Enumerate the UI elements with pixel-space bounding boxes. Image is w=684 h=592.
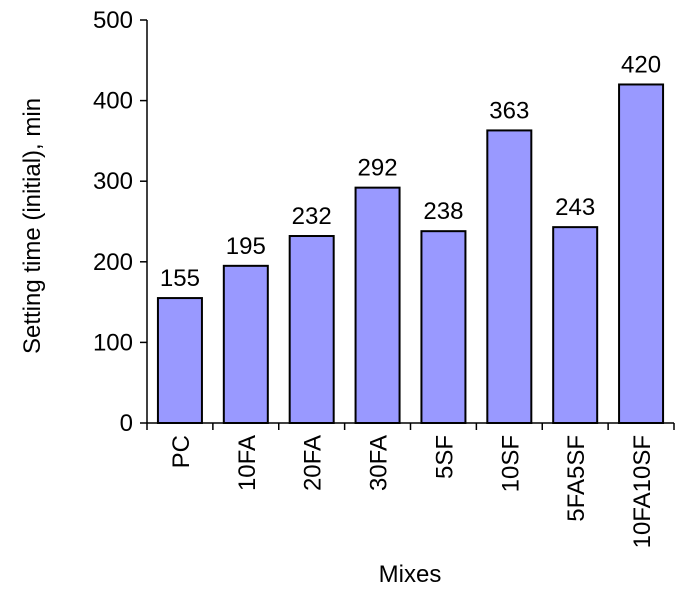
x-tick-label-5sf: 5SF: [431, 435, 458, 479]
value-label-pc: 155: [160, 265, 200, 292]
x-tick-label-20fa: 20FA: [300, 435, 327, 491]
y-tick-label-0: 0: [120, 410, 133, 437]
x-tick-labels-group: PC 10FA 20FA 30FA 5SF 10SF 5FA5SF 10FA10SF: [168, 435, 656, 548]
x-tick-label-10fa10sf: 10FA10SF: [629, 435, 656, 548]
y-tick-label-100: 100: [93, 329, 133, 356]
x-tick-label-pc: PC: [168, 435, 195, 468]
x-tick-label-10sf: 10SF: [497, 435, 524, 492]
x-axis-label: Mixes: [379, 561, 442, 588]
bar-10sf: [486, 129, 533, 424]
y-tick-label-500: 500: [93, 7, 133, 34]
axes-group: [140, 19, 675, 430]
value-labels-group: 155 195 232 292 238 363 243 420: [160, 51, 661, 292]
y-tick-label-300: 300: [93, 168, 133, 195]
value-label-10fa10sf: 420: [621, 51, 661, 78]
x-tick-label-5fa5sf: 5FA5SF: [563, 435, 590, 522]
x-tick-label-30fa: 30FA: [366, 435, 393, 491]
value-label-20fa: 232: [292, 203, 332, 230]
bar-30fa: [354, 186, 401, 424]
value-label-30fa: 292: [358, 155, 398, 182]
y-tick-label-200: 200: [93, 249, 133, 276]
value-label-10fa: 195: [226, 233, 266, 260]
value-label-10sf: 363: [489, 97, 529, 124]
bar-10fa: [222, 264, 269, 424]
bar-10fa10sf: [618, 83, 665, 424]
y-tick-labels-group: 0 100 200 300 400 500: [93, 7, 133, 437]
bar-5sf: [420, 230, 467, 424]
bars-group: [156, 83, 665, 425]
bar-20fa: [288, 235, 335, 424]
y-tick-label-400: 400: [93, 88, 133, 115]
value-label-5sf: 238: [423, 198, 463, 225]
x-tick-label-10fa: 10FA: [234, 435, 261, 491]
value-label-5fa5sf: 243: [555, 194, 595, 221]
bar-pc: [156, 297, 203, 425]
y-axis-label: Setting time (initial), min: [19, 98, 46, 354]
bar-5fa5sf: [552, 226, 599, 424]
